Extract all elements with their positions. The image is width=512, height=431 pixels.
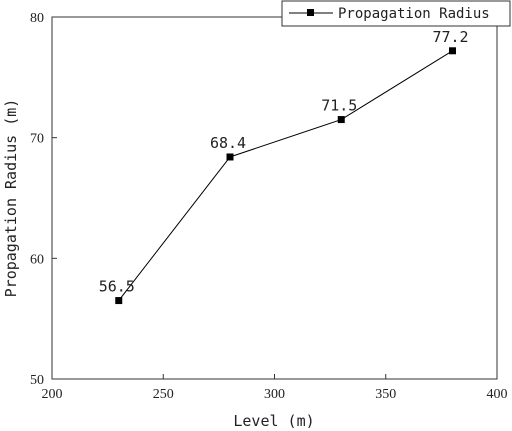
data-label: 77.2 — [432, 28, 468, 46]
y-axis-ticks: 50 60 70 80 — [30, 11, 57, 388]
series-layer: 56.5 68.4 71.5 77.2 — [99, 28, 469, 305]
y-tick-label: 60 — [30, 252, 44, 267]
plot-frame — [51, 16, 498, 380]
data-point — [337, 116, 345, 124]
series-line — [118, 50, 453, 301]
y-axis-title: Propagation Radius (m) — [2, 99, 20, 298]
x-tick-label: 400 — [487, 387, 508, 402]
x-tick-label: 200 — [42, 387, 63, 402]
data-point — [226, 153, 234, 161]
data-point — [449, 47, 456, 55]
x-tick-label: 300 — [264, 387, 285, 402]
y-tick-label: 50 — [30, 373, 44, 388]
legend-box — [281, 0, 511, 27]
x-tick-label: 350 — [375, 387, 396, 402]
data-label: 71.5 — [321, 97, 357, 115]
data-label: 56.5 — [99, 278, 135, 296]
data-point — [115, 297, 123, 305]
y-tick-label: 80 — [30, 11, 44, 26]
data-label: 68.4 — [210, 134, 246, 152]
x-tick-label: 250 — [153, 387, 174, 402]
x-axis-ticks: 200 250 300 350 400 — [42, 374, 508, 402]
x-axis-title: Level (m) — [233, 412, 314, 430]
legend: Propagation Radius — [281, 0, 511, 27]
y-tick-label: 70 — [30, 132, 44, 147]
legend-label: Propagation Radius — [338, 6, 490, 22]
legend-marker — [307, 9, 314, 16]
